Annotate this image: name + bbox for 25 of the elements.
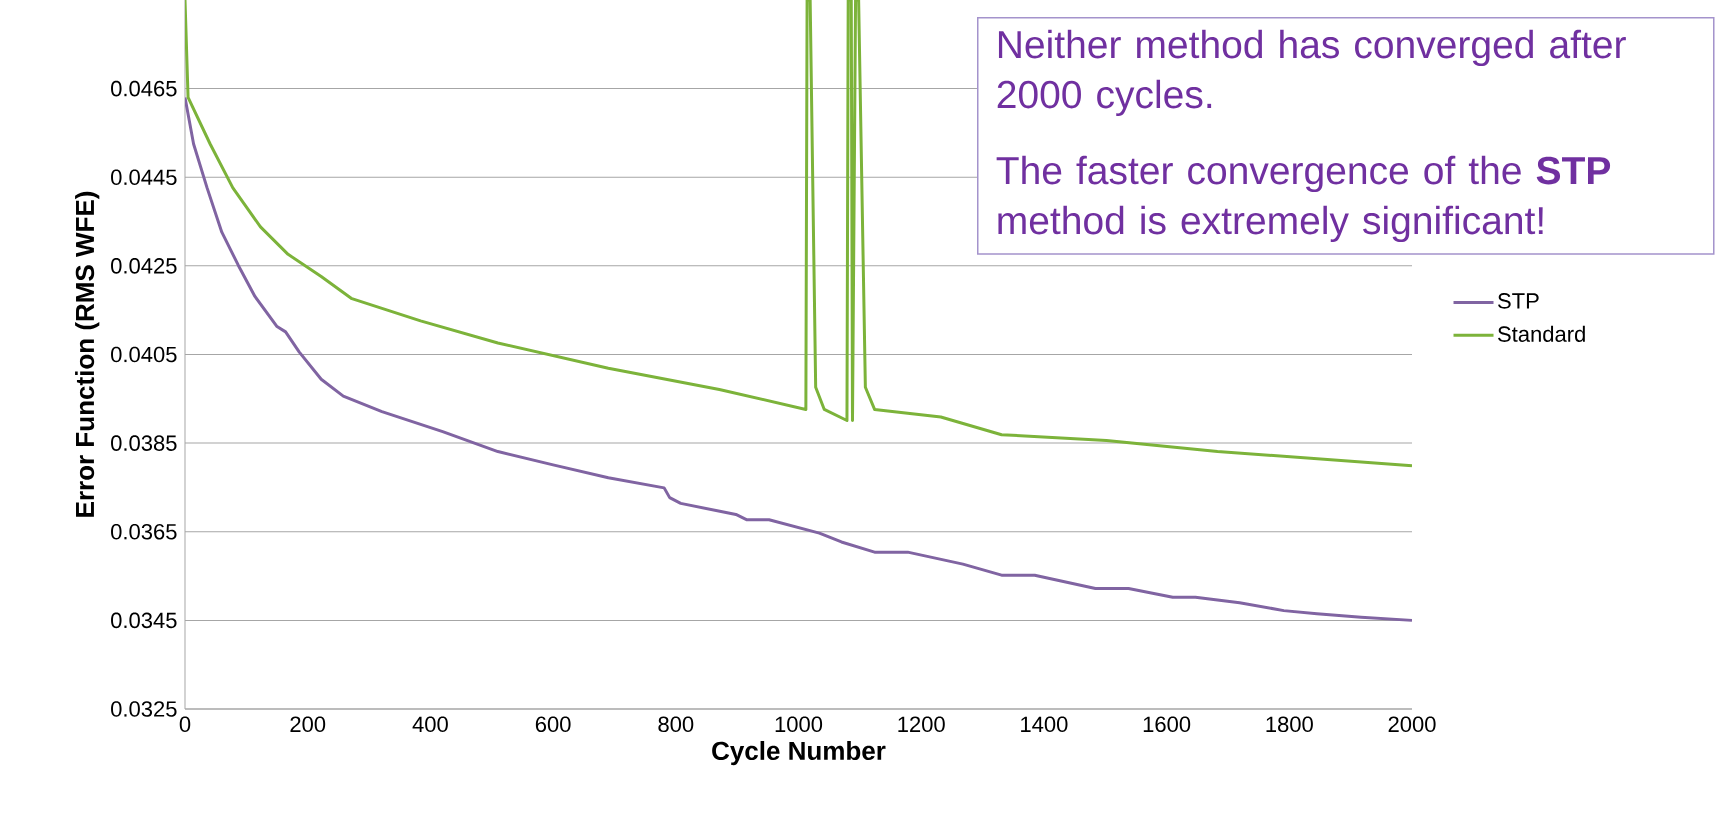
x-tick-label: 0 (179, 716, 191, 733)
y-tick-label: 0.0365 (111, 523, 177, 540)
legend-label: STP (1498, 293, 1539, 309)
x-tick-label: 200 (290, 716, 326, 733)
x-tick-label: 1400 (1021, 716, 1068, 733)
x-tick-label: 1800 (1266, 716, 1313, 733)
x-tick-label: 400 (412, 716, 448, 733)
y-axis-title: Error Function (RMS WFE) (75, 191, 100, 517)
x-tick-label: 800 (658, 716, 694, 733)
annotation: The faster convergence of the STP method is extremely significant! (996, 155, 1611, 243)
y-tick-label: 0.0425 (111, 258, 177, 274)
y-tick-label: 0.0345 (111, 612, 177, 629)
x-tick-label: 600 (535, 716, 571, 733)
annotation: Neither method has converged after 2000 cycles. (997, 29, 1626, 117)
y-tick-label: 0.0405 (111, 346, 177, 363)
y-tick-label: 0.0465 (111, 80, 177, 97)
x-tick-label: 1000 (775, 716, 823, 733)
x-tick-label: 2000 (1388, 716, 1436, 733)
y-tick-label: 0.0385 (111, 435, 177, 451)
x-axis-title: Cycle Number (712, 740, 886, 766)
x-tick-label: 1200 (898, 716, 945, 733)
x-tick-label: 1600 (1143, 716, 1191, 733)
legend-label: Standard (1498, 325, 1585, 342)
y-tick-label: 0.0445 (111, 169, 177, 186)
y-tick-label: 0.0325 (111, 701, 177, 717)
